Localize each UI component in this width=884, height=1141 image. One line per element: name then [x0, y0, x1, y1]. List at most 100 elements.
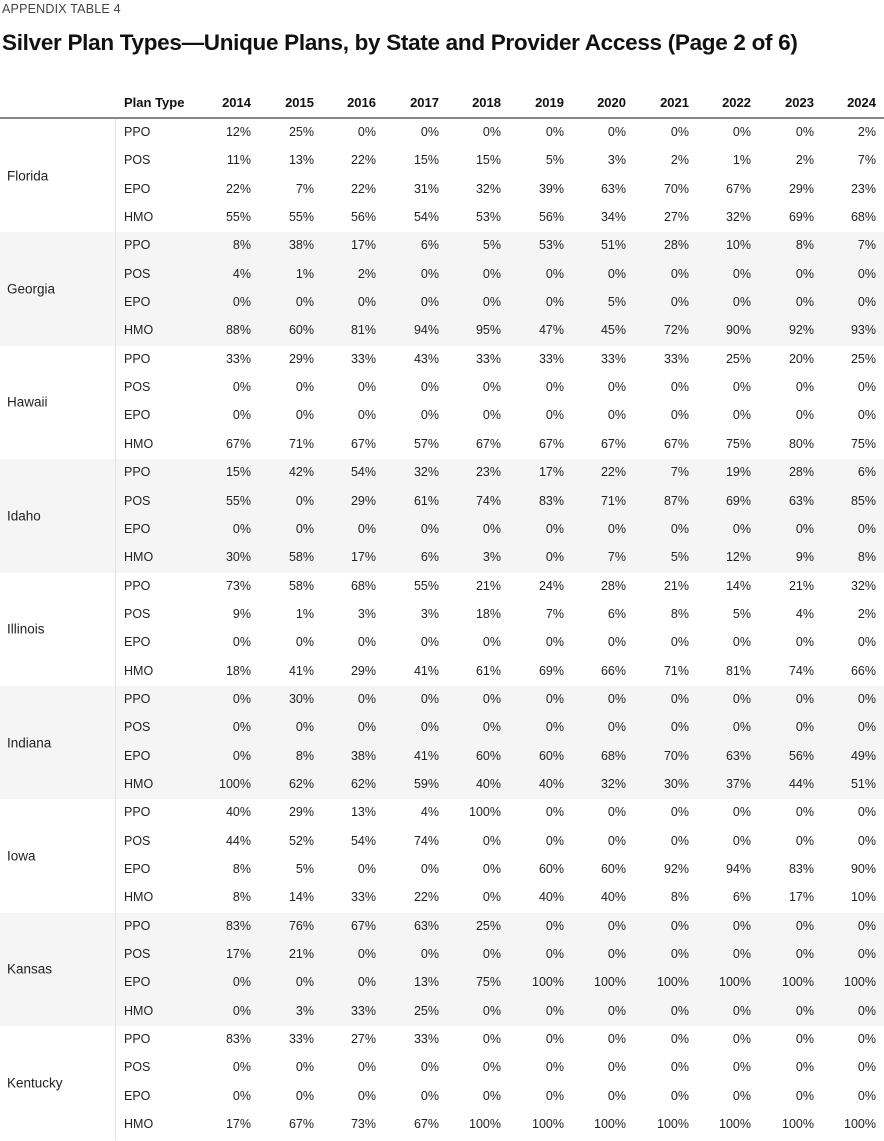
table-row: HMO 18% 41% 29% 41% 61% 69% 66% 71% 81% 74% 66% [0, 658, 884, 686]
value-cell: 0% [420, 521, 439, 536]
plan-type-cell: HMO [124, 210, 154, 225]
value-cell: 61% [475, 663, 501, 678]
plan-type-cell: POS [124, 606, 151, 621]
value-cell: 0% [857, 266, 876, 281]
value-cell: 60% [600, 862, 626, 877]
value-cell: 0% [670, 1003, 689, 1018]
value-cell: 15% [475, 153, 501, 168]
value-cell: 18% [225, 663, 251, 678]
value-cell: 0% [545, 408, 564, 423]
value-cell: 8% [232, 890, 251, 905]
divider [115, 1026, 116, 1140]
value-cell: 0% [857, 691, 876, 706]
value-cell: 0% [732, 720, 751, 735]
value-cell: 0% [670, 720, 689, 735]
plan-type-cell: EPO [124, 1088, 151, 1103]
value-cell: 0% [357, 691, 376, 706]
value-cell: 22% [350, 153, 376, 168]
value-cell: 70% [663, 181, 689, 196]
table-row: POS 9% 1% 3% 3% 18% 7% 6% 8% 5% 4% 2% [0, 601, 884, 629]
value-cell: 0% [795, 720, 814, 735]
plan-type-cell: HMO [124, 777, 154, 791]
value-cell: 0% [357, 862, 376, 877]
value-cell: 0% [857, 833, 876, 848]
plan-type-cell: EPO [124, 748, 151, 763]
value-cell: 0% [232, 635, 251, 650]
value-cell: 0% [232, 691, 251, 706]
plan-type-cell: PPO [124, 918, 151, 933]
column-header-2018: 2018 [472, 95, 501, 110]
state-group: Georgia PPO 8% 38% 17% 6% 5% 53% 51% 28% 10% 8% 7% PO… [0, 232, 884, 346]
value-cell: 51% [600, 238, 626, 253]
table-header-row: Plan Type 2014 2015 2016 2017 2018 2019 2020 202… [0, 88, 884, 119]
value-cell: 0% [357, 408, 376, 423]
value-cell: 0% [482, 862, 501, 877]
value-cell: 6% [420, 550, 439, 565]
table-row: POS 0% 0% 0% 0% 0% 0% 0% 0% 0% 0% 0% [0, 1054, 884, 1082]
value-cell: 31% [413, 181, 439, 196]
column-header-2014: 2014 [222, 95, 251, 110]
value-cell: 100% [532, 975, 564, 990]
value-cell: 41% [413, 663, 439, 678]
value-cell: 28% [788, 465, 814, 480]
value-cell: 0% [795, 691, 814, 706]
value-cell: 4% [232, 266, 251, 281]
value-cell: 32% [725, 210, 751, 225]
state-name: Georgia [7, 281, 56, 297]
plan-type-cell: POS [124, 493, 151, 508]
column-header-2021: 2021 [660, 95, 689, 110]
value-cell: 0% [795, 521, 814, 536]
value-cell: 0% [732, 805, 751, 820]
value-cell: 15% [413, 153, 439, 168]
value-cell: 21% [788, 578, 814, 593]
value-cell: 7% [545, 606, 564, 621]
value-cell: 40% [538, 777, 564, 791]
value-cell: 0% [670, 691, 689, 706]
value-cell: 0% [607, 1060, 626, 1075]
value-cell: 1% [295, 266, 314, 281]
value-cell: 100% [719, 975, 751, 990]
value-cell: 0% [607, 1088, 626, 1103]
value-cell: 56% [538, 210, 564, 225]
value-cell: 66% [850, 663, 876, 678]
table-row: POS 11% 13% 22% 15% 15% 5% 3% 2% 1% 2% 7% [0, 147, 884, 175]
value-cell: 17% [225, 947, 251, 962]
value-cell: 8% [670, 890, 689, 905]
plan-type-cell: EPO [124, 408, 151, 423]
value-cell: 51% [850, 777, 876, 791]
value-cell: 100% [532, 1117, 564, 1132]
value-cell: 6% [607, 606, 626, 621]
value-cell: 10% [850, 890, 876, 905]
table-row: PPO 83% 33% 27% 33% 0% 0% 0% 0% 0% 0% 0% [0, 1026, 884, 1054]
value-cell: 0% [545, 295, 564, 310]
value-cell: 62% [350, 777, 376, 791]
value-cell: 43% [413, 351, 439, 366]
plan-type-cell: HMO [124, 550, 154, 565]
value-cell: 0% [482, 890, 501, 905]
value-cell: 100% [594, 1117, 626, 1132]
value-cell: 0% [545, 1088, 564, 1103]
plan-type-cell: PPO [124, 125, 151, 139]
value-cell: 0% [482, 266, 501, 281]
value-cell: 100% [657, 975, 689, 990]
value-cell: 0% [857, 918, 876, 933]
value-cell: 7% [670, 465, 689, 480]
plan-type-cell: POS [124, 947, 151, 962]
value-cell: 67% [725, 181, 751, 196]
value-cell: 30% [288, 691, 314, 706]
value-cell: 0% [732, 295, 751, 310]
value-cell: 0% [545, 521, 564, 536]
plan-type-cell: PPO [124, 1032, 151, 1047]
plan-type-cell: POS [124, 833, 151, 848]
state-group: Illinois PPO 73% 58% 68% 55% 21% 24% 28% 21% 14% 21… [0, 572, 884, 686]
value-cell: 63% [725, 748, 751, 763]
value-cell: 0% [482, 947, 501, 962]
plan-type-cell: EPO [124, 295, 151, 310]
value-cell: 40% [225, 805, 251, 820]
divider [115, 345, 116, 460]
value-cell: 0% [732, 125, 751, 139]
table-row: PPO 73% 58% 68% 55% 21% 24% 28% 21% 14% 21% 32% [0, 573, 884, 601]
value-cell: 1% [295, 606, 314, 621]
plan-type-cell: EPO [124, 635, 151, 650]
value-cell: 0% [795, 408, 814, 423]
